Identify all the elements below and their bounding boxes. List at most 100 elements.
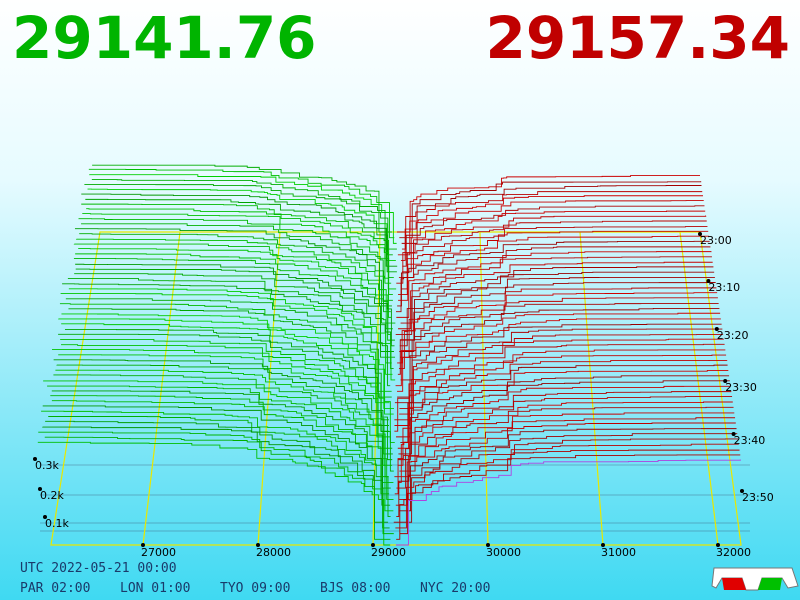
- bid-curve: [73, 243, 396, 324]
- bid-curve: [51, 400, 394, 500]
- ask-curve: [399, 338, 724, 415]
- ask-curve: [397, 369, 729, 449]
- bid-curve: [42, 405, 391, 506]
- bid-curve: [75, 238, 392, 318]
- bid-curve: [53, 374, 394, 472]
- utc-time: UTC 2022-05-21 00:00: [20, 561, 177, 576]
- bid-curve: [88, 168, 395, 239]
- depth-tick-dot: [38, 487, 42, 491]
- price-tick-dot: [486, 543, 490, 547]
- ask-curve: [395, 422, 736, 506]
- bid-curve: [61, 323, 394, 415]
- ask-curve: [397, 323, 722, 398]
- price-tick-dot: [256, 543, 260, 547]
- bid-curve: [61, 313, 390, 404]
- ask-curve: [393, 438, 739, 523]
- ask-curve: [397, 303, 719, 375]
- ask-curve: [395, 459, 741, 546]
- bid-curve: [92, 164, 393, 233]
- ask-curve: [394, 396, 733, 478]
- bid-curve: [75, 253, 391, 335]
- ask-curve: [397, 175, 700, 233]
- price-grid-line: [679, 231, 719, 546]
- bid-curve: [64, 328, 389, 421]
- ask-curve: [398, 401, 733, 483]
- ask-curve: [395, 246, 711, 313]
- time-tick-label: 23:10: [708, 281, 740, 294]
- ask-curve: [399, 181, 702, 239]
- depth-tick-dot: [43, 515, 47, 519]
- ask-curve: [400, 271, 715, 341]
- bid-curve: [58, 318, 394, 409]
- bid-curve: [44, 436, 391, 540]
- bid-curve: [55, 369, 393, 466]
- ask-price: 29157.34: [485, 4, 790, 72]
- price-tick-label: 29000: [371, 546, 406, 559]
- price-tick-label: 27000: [141, 546, 176, 559]
- zone-time: TYO 09:00: [220, 581, 290, 596]
- depth-curves: [37, 164, 741, 546]
- bid-curve: [50, 395, 390, 495]
- zone-time: NYC 20:00: [420, 581, 490, 596]
- ask-curve: [397, 385, 731, 466]
- ask-curve: [397, 318, 721, 392]
- ask-curve: [398, 261, 713, 330]
- bid-curve: [85, 198, 397, 273]
- time-tick-label: 23:30: [725, 381, 757, 394]
- ask-curve: [397, 195, 703, 256]
- time-tick-dot: [740, 489, 744, 493]
- bid-curve: [52, 349, 395, 444]
- bid-curve: [53, 359, 393, 455]
- bid-curve: [78, 218, 393, 296]
- ask-curve: [401, 185, 702, 244]
- bid-curve: [86, 208, 392, 284]
- time-tick-dot: [731, 432, 736, 436]
- ask-curve: [394, 412, 735, 495]
- bid-curve: [68, 288, 393, 375]
- ask-curve: [399, 417, 736, 500]
- bid-curve: [65, 298, 391, 387]
- time-tick-dot: [723, 379, 728, 383]
- ask-curve: [401, 210, 706, 273]
- bid-curve: [37, 441, 391, 546]
- bid-curve: [43, 380, 389, 478]
- ask-curve: [394, 349, 726, 426]
- time-tick-label: 23:00: [700, 234, 732, 247]
- bid-curve: [58, 354, 393, 449]
- depth-tick-dot: [33, 457, 37, 461]
- ask-curve: [396, 359, 728, 438]
- price-tick-label: 30000: [486, 546, 521, 559]
- time-tick-dot: [714, 327, 719, 331]
- bid-curve: [42, 426, 390, 529]
- zone-time: LON 01:00: [120, 581, 190, 596]
- bid-curve: [56, 364, 393, 461]
- bid-curve: [89, 174, 397, 244]
- bid-curve: [58, 333, 390, 426]
- price-tick-dot: [716, 543, 720, 547]
- depth-tick-label: 0.1k: [45, 517, 69, 530]
- time-tick-dot: [706, 279, 711, 283]
- price-tick-dot: [601, 543, 605, 547]
- ask-curve: [399, 282, 716, 352]
- bid-curve: [75, 268, 394, 352]
- 3d-glasses-icon: [711, 567, 799, 591]
- bid-price: 29141.76: [12, 4, 317, 72]
- price-tick-label: 28000: [256, 546, 291, 559]
- ask-curve: [399, 334, 724, 409]
- ask-curve: [398, 215, 707, 278]
- bid-curve: [84, 184, 393, 256]
- ask-curve: [400, 200, 704, 261]
- ask-curve: [394, 354, 727, 432]
- ask-curve: [396, 220, 707, 284]
- time-tick-label: 23:40: [734, 434, 766, 447]
- ask-curve: [401, 226, 708, 290]
- ask-curve: [398, 235, 710, 301]
- bid-curve: [74, 228, 392, 307]
- bid-curve: [61, 344, 391, 438]
- price-grid-line: [479, 231, 489, 546]
- depth-tick-label: 0.2k: [40, 489, 64, 502]
- bid-curve: [87, 188, 396, 261]
- axis-labels: 27000 28000 29000 30000 31000 32000 0.3k 0.2k 0.…: [33, 232, 774, 559]
- ask-curve: [399, 277, 715, 347]
- ask-curve: [397, 380, 730, 461]
